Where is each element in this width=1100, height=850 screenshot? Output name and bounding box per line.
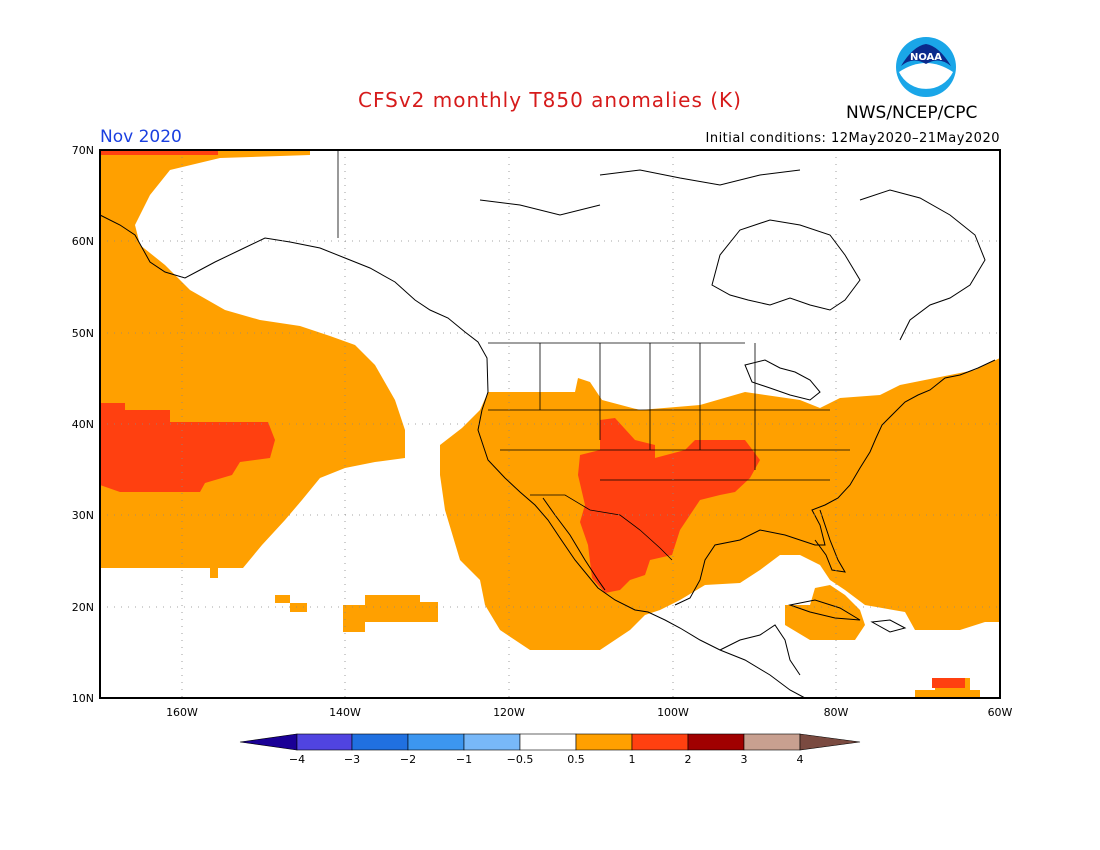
map-frame (99, 149, 1001, 699)
lon-tick-label: 120W (493, 706, 525, 719)
colorbar-label: −4 (289, 753, 305, 766)
lon-tick-label: 140W (329, 706, 361, 719)
colorbar-cell (631, 733, 689, 751)
noaa-logo: NOAA (895, 36, 957, 102)
colorbar-label: 0.5 (567, 753, 585, 766)
colorbar-cell (407, 733, 465, 751)
lat-tick-label: 60N (72, 235, 94, 248)
colorbar-cell (296, 733, 353, 751)
colorbar-label: −2 (400, 753, 416, 766)
colorbar-cell (463, 733, 521, 751)
colorbar-cell (799, 733, 861, 751)
lat-tick-label: 20N (72, 601, 94, 614)
lat-axis: 70N 60N 50N 40N 30N 20N 10N (72, 144, 94, 705)
lon-tick-label: 160W (166, 706, 198, 719)
colorbar-label: 4 (797, 753, 804, 766)
lon-tick-label: 100W (657, 706, 689, 719)
lon-axis: 160W 140W 120W 100W 80W 60W (166, 706, 1012, 719)
forecast-month: Nov 2020 (100, 127, 182, 147)
initial-conditions: Initial conditions: 12May2020–21May2020 (705, 131, 1000, 146)
colorbar-label: −0.5 (507, 753, 534, 766)
colorbar-cell (743, 733, 801, 751)
colorbar-label: 3 (741, 753, 748, 766)
colorbar-cell (351, 733, 409, 751)
colorbar-labels: −4 −3 −2 −1 −0.5 0.5 1 2 3 4 (289, 753, 804, 766)
colorbar-label: −3 (344, 753, 360, 766)
colorbar-cell (239, 733, 298, 751)
anomaly-1-to-2-layer (100, 150, 965, 688)
coastlines (99, 169, 996, 699)
colorbar-label: −1 (456, 753, 472, 766)
colorbar-cell (519, 733, 577, 751)
graticule (100, 150, 1000, 698)
colorbar-label: 2 (685, 753, 692, 766)
lat-tick-label: 10N (72, 692, 94, 705)
lat-tick-label: 40N (72, 418, 94, 431)
political-borders (337, 150, 850, 561)
colorbar-cell (687, 733, 745, 751)
lon-tick-label: 60W (988, 706, 1013, 719)
colorbar (239, 733, 861, 751)
noaa-logo-text: NOAA (910, 52, 942, 63)
colorbar-label: 1 (629, 753, 636, 766)
agency-label: NWS/NCEP/CPC (846, 103, 978, 123)
colorbar-cell (575, 733, 633, 751)
lon-tick-label: 80W (824, 706, 849, 719)
lat-tick-label: 70N (72, 144, 94, 157)
lat-tick-label: 30N (72, 509, 94, 522)
map-title: CFSv2 monthly T850 anomalies (K) (358, 88, 742, 112)
lat-tick-label: 50N (72, 327, 94, 340)
